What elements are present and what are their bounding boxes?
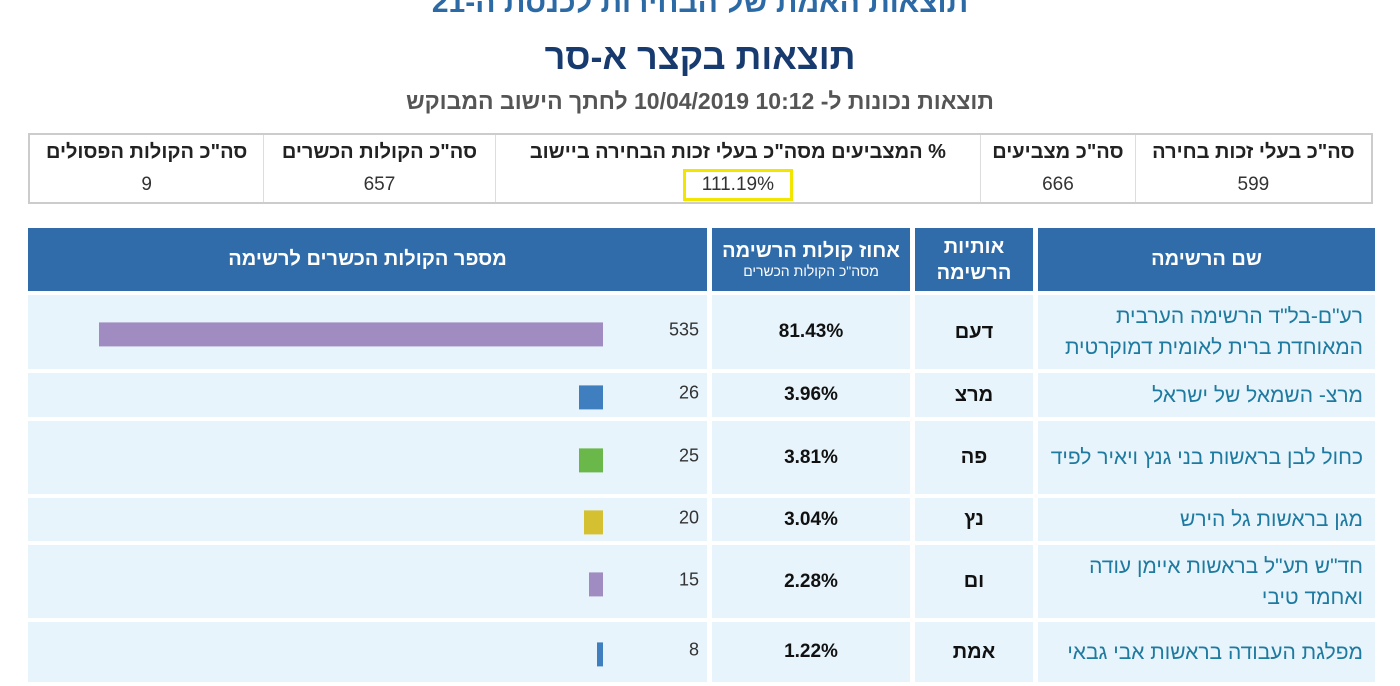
list-name[interactable]: כחול לבן בראשות בני גנץ ויאיר לפיד (1038, 421, 1375, 494)
list-votes-cell: 8 (28, 622, 707, 682)
list-name[interactable]: מגן בראשות גל הירש (1038, 498, 1375, 541)
vote-count: 26 (678, 382, 699, 403)
header-name: שם הרשימה (1038, 228, 1375, 291)
table-row: חד"ש תע"ל בראשות איימן עודה ואחמד טיבי ו… (28, 545, 1375, 618)
vote-count: 535 (668, 319, 699, 340)
vote-count: 15 (678, 568, 699, 589)
list-pct: 2.28% (712, 545, 910, 618)
list-name[interactable]: מפלגת העבודה בראשות אבי גבאי (1038, 622, 1375, 682)
list-letters: מרצ (915, 373, 1033, 417)
summary-voters: סה"כ מצביעים 666 (980, 135, 1135, 202)
results-table: שם הרשימה אותיות הרשימה אחוז קולות הרשימה… (28, 228, 1375, 686)
header-votes: מספר הקולות הכשרים לרשימה (28, 228, 707, 291)
header-pct: אחוז קולות הרשימה מסה"כ הקולות הכשרים (712, 228, 910, 291)
summary-eligible: סה"כ בעלי זכות בחירה 599 (1134, 135, 1371, 202)
turnout-highlight: 111.19% (682, 169, 793, 201)
list-letters: אמת (915, 622, 1033, 682)
list-pct: 81.43% (712, 295, 910, 369)
list-pct: 3.96% (712, 373, 910, 417)
list-votes-cell: 20 (28, 498, 707, 541)
summary-invalid: סה"כ הקולות הפסולים 9 (45, 141, 248, 195)
list-letters: נץ (915, 498, 1033, 541)
list-pct: 3.81% (712, 421, 910, 494)
vote-bar (584, 509, 603, 534)
list-letters: דעם (915, 295, 1033, 369)
table-header: שם הרשימה אותיות הרשימה אחוז קולות הרשימה… (28, 228, 1375, 291)
list-votes-cell: 15 (28, 545, 707, 618)
vote-bar (578, 385, 603, 410)
header-letters: אותיות הרשימה (915, 228, 1033, 291)
table-row: מרצ- השמאל של ישראל מרצ 3.96% 26 (28, 373, 1375, 417)
table-row: כחול לבן בראשות בני גנץ ויאיר לפיד פה 3.… (28, 421, 1375, 494)
summary-box: סה"כ בעלי זכות בחירה 599 סה"כ מצביעים 666 … (28, 133, 1373, 204)
page-title: תוצאות בקצר א-סר (544, 36, 856, 77)
list-letters: ום (915, 545, 1033, 618)
summary-valid: סה"כ הקולות הכשרים 657 (263, 135, 494, 202)
vote-count: 20 (678, 506, 699, 527)
list-letters: פה (915, 421, 1033, 494)
vote-bar (579, 447, 603, 472)
vote-bar (597, 642, 603, 667)
top-title: תוצאות האמת של הבחירות לכנסת ה-21 (431, 0, 969, 19)
list-votes-cell: 535 (28, 295, 707, 369)
list-votes-cell: 25 (28, 421, 707, 494)
list-name[interactable]: רע"ם-בל"ד הרשימה הערבית המאוחדת ברית לאו… (1038, 295, 1375, 369)
vote-count: 25 (678, 444, 699, 465)
vote-bar (99, 322, 603, 347)
vote-count: 8 (688, 639, 699, 660)
summary-turnout: % המצביעים מסה"כ בעלי זכות הבחירה ביישוב… (494, 135, 981, 202)
page-subtitle: תוצאות נכונות ל- 10:12 10/04/2019 לחתך ה… (406, 88, 994, 114)
list-votes-cell: 26 (28, 373, 707, 417)
list-pct: 3.04% (712, 498, 910, 541)
vote-bar (589, 571, 603, 596)
list-name[interactable]: חד"ש תע"ל בראשות איימן עודה ואחמד טיבי (1038, 545, 1375, 618)
table-row: מפלגת העבודה בראשות אבי גבאי אמת 1.22% 8 (28, 622, 1375, 682)
table-row: רע"ם-בל"ד הרשימה הערבית המאוחדת ברית לאו… (28, 295, 1375, 369)
list-name[interactable]: מרצ- השמאל של ישראל (1038, 373, 1375, 417)
list-pct: 1.22% (712, 622, 910, 682)
table-row: מגן בראשות גל הירש נץ 3.04% 20 (28, 498, 1375, 541)
